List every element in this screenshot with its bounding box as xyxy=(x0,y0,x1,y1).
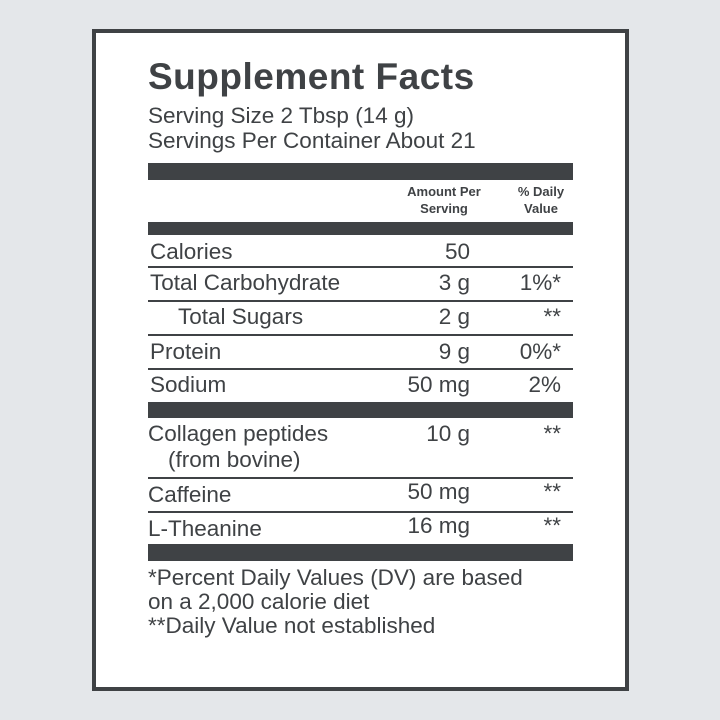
footnote-not-established: **Daily Value not established xyxy=(148,613,436,638)
row-divider xyxy=(148,368,573,370)
row-divider xyxy=(148,477,573,479)
footnote-dv: *Percent Daily Values (DV) are based xyxy=(148,565,523,590)
nutrient-name: Total Sugars xyxy=(178,304,304,329)
ingredient-name: Caffeine xyxy=(148,482,232,507)
footnote-dv-cont: on a 2,000 calorie diet xyxy=(148,589,370,614)
ingredient-name: Collagen peptides xyxy=(148,421,329,446)
amount-per-serving-header: Amount Per Serving xyxy=(392,183,496,217)
ingredient-dv: ** xyxy=(543,479,561,504)
row-divider xyxy=(148,300,573,302)
footnotes: *Percent Daily Values (DV) are based on … xyxy=(148,566,523,638)
nutrient-amount: 9 g xyxy=(438,339,470,364)
header-line: Amount Per xyxy=(407,184,481,199)
supplement-facts-panel xyxy=(92,29,629,691)
row-divider xyxy=(148,334,573,336)
nutrient-dv: 2% xyxy=(528,372,561,397)
thick-divider xyxy=(148,163,573,180)
nutrient-amount: 2 g xyxy=(438,304,470,329)
thick-divider xyxy=(148,222,573,235)
nutrient-name: Sodium xyxy=(150,372,227,397)
header-line: Serving xyxy=(420,201,468,216)
nutrient-name: Calories xyxy=(150,239,233,264)
row-divider xyxy=(148,511,573,513)
ingredient-amount: 10 g xyxy=(426,421,470,446)
daily-value-header: % Daily Value xyxy=(506,183,576,217)
nutrient-dv: 1%* xyxy=(519,270,561,295)
ingredient-amount: 50 mg xyxy=(407,479,470,504)
nutrient-amount: 3 g xyxy=(438,270,470,295)
servings-per-container: Servings Per Container About 21 xyxy=(148,128,476,153)
row-divider xyxy=(148,266,573,268)
ingredient-name: L-Theanine xyxy=(148,516,262,541)
nutrient-dv: ** xyxy=(543,304,561,329)
ingredient-dv: ** xyxy=(543,421,561,446)
ingredient-dv: ** xyxy=(543,513,561,538)
nutrient-name: Protein xyxy=(150,339,222,364)
nutrient-name: Total Carbohydrate xyxy=(150,270,341,295)
thick-divider xyxy=(148,402,573,418)
nutrient-dv: 0%* xyxy=(519,339,561,364)
nutrient-amount: 50 xyxy=(444,239,470,264)
thick-divider xyxy=(148,544,573,561)
header-line: Value xyxy=(524,201,558,216)
ingredient-source: (from bovine) xyxy=(168,447,301,472)
nutrient-amount: 50 mg xyxy=(407,372,470,397)
panel-title: Supplement Facts xyxy=(148,56,475,97)
header-line: % Daily xyxy=(517,184,565,199)
ingredient-amount: 16 mg xyxy=(407,513,470,538)
serving-size: Serving Size 2 Tbsp (14 g) xyxy=(148,103,414,128)
